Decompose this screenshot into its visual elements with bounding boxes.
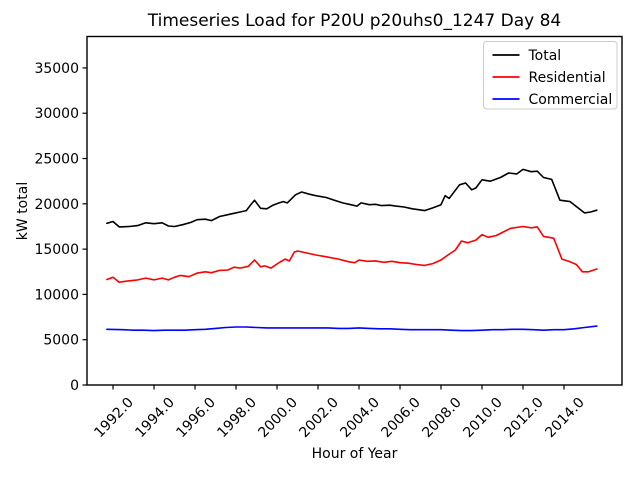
y-tick-label: 20000	[34, 197, 79, 213]
x-tick-label: 1998.0	[214, 395, 260, 441]
y-tick-label: 35000	[34, 61, 79, 77]
x-tick-label: 2010.0	[460, 395, 506, 441]
series-line-commercial	[106, 325, 598, 332]
legend: Total Residential Commercial	[483, 41, 618, 110]
x-tick-label: 1992.0	[91, 395, 137, 441]
x-tick-label: 2014.0	[542, 395, 588, 441]
series-line-residential	[106, 225, 598, 283]
y-axis-ticks: 0 5000 10000 15000 20000 25000 30000 35000	[34, 61, 87, 394]
legend-box	[483, 41, 618, 110]
plot-area	[86, 35, 623, 386]
x-tick-label: 1994.0	[132, 395, 178, 441]
x-tick-label: 2000.0	[255, 395, 301, 441]
x-tick-label: 2008.0	[419, 395, 465, 441]
x-tick-label: 2002.0	[296, 395, 342, 441]
x-tick-label: 2006.0	[378, 395, 424, 441]
series-lines	[106, 168, 598, 332]
x-tick-label: 1996.0	[173, 395, 219, 441]
y-tick-label: 30000	[34, 106, 79, 122]
x-axis-label: Hour of Year	[312, 446, 398, 462]
legend-label-residential: Residential	[529, 70, 606, 86]
y-tick-label: 10000	[34, 287, 79, 303]
y-axis-label: kW total	[15, 182, 31, 240]
legend-label-total: Total	[528, 48, 562, 64]
y-tick-label: 15000	[34, 242, 79, 258]
x-axis-ticks: 1992.01994.01996.01998.02000.02002.02004…	[91, 385, 588, 441]
y-tick-label: 25000	[34, 152, 79, 168]
y-tick-label: 0	[70, 378, 79, 394]
chart-title: Timeseries Load for P20U p20uhs0_1247 Da…	[147, 11, 561, 31]
series-line-total	[106, 168, 598, 228]
x-tick-label: 2012.0	[501, 395, 547, 441]
y-tick-label: 5000	[43, 333, 79, 349]
x-tick-label: 2004.0	[337, 395, 383, 441]
legend-label-commercial: Commercial	[529, 92, 613, 108]
